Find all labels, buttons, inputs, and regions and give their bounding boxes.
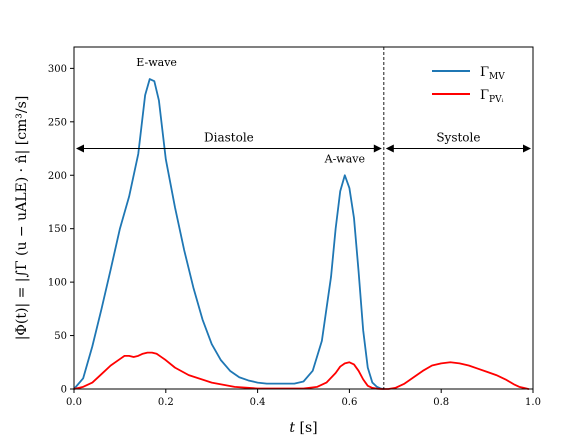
legend-label-mv: ΓMV — [480, 65, 505, 82]
x-tick-label: 1.0 — [525, 397, 541, 408]
x-tick-label: 0.4 — [250, 397, 266, 408]
systole-label: Systole — [436, 131, 480, 145]
a-wave-label: A-wave — [324, 152, 365, 165]
x-axis-label: t [s] — [289, 420, 317, 436]
annotation-layer: Diastole Systole E-wave A-wave — [76, 47, 531, 389]
systole-arrow-head-right — [523, 144, 531, 153]
y-tick-label: 100 — [48, 278, 67, 289]
diastole-label: Diastole — [204, 131, 254, 145]
y-axis-label: |Φ(t)| = |∫Γ (u − uALE) · n̂| [cm³/s] — [14, 96, 30, 341]
y-tick-label: 300 — [48, 64, 67, 75]
x-tick-label: 0.6 — [341, 397, 357, 408]
legend: ΓMV ΓPVᵢ — [432, 65, 505, 105]
diastole-arrow-head-right — [373, 144, 382, 153]
series-line-pv — [73, 351, 530, 390]
diastole-arrow-head-left — [76, 144, 84, 153]
y-tick-label: 150 — [48, 224, 67, 235]
y-tick-label: 200 — [48, 171, 67, 182]
y-tick-label: 50 — [54, 331, 67, 342]
x-tick-label: 0.2 — [158, 397, 174, 408]
axes-layer: 0.0 0.2 0.4 0.6 0.8 1.0 0 50 100 150 200 250 300 t [s… — [14, 46, 541, 436]
legend-label-pv: ΓPVᵢ — [480, 88, 504, 105]
systole-arrow-head-left — [385, 144, 394, 153]
y-tick-label: 0 — [61, 385, 67, 396]
e-wave-label: E-wave — [136, 56, 177, 69]
series-layer — [73, 78, 530, 390]
y-tick-label: 250 — [48, 117, 67, 128]
series-line-mv — [73, 78, 385, 390]
x-tick-label: 0.0 — [66, 397, 82, 408]
axes-frame — [73, 46, 534, 390]
x-tick-label: 0.8 — [433, 397, 449, 408]
